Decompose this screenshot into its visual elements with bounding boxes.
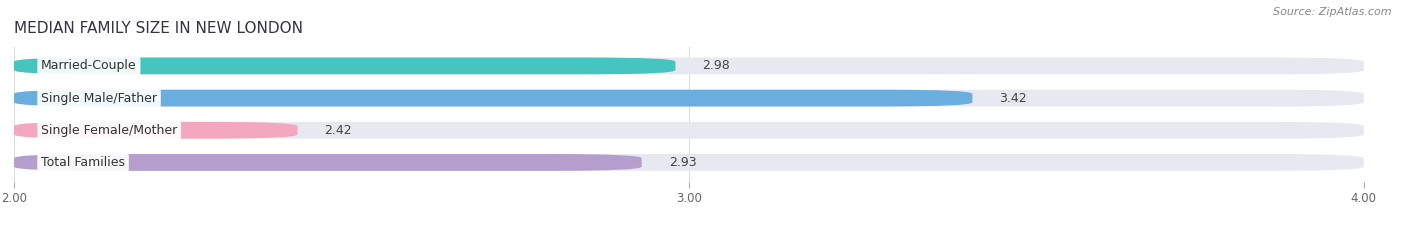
Text: 2.98: 2.98 (703, 59, 730, 72)
Text: Source: ZipAtlas.com: Source: ZipAtlas.com (1274, 7, 1392, 17)
FancyBboxPatch shape (14, 58, 675, 74)
Text: Single Male/Father: Single Male/Father (41, 92, 157, 105)
FancyBboxPatch shape (14, 154, 641, 171)
FancyBboxPatch shape (14, 154, 1364, 171)
FancyBboxPatch shape (14, 122, 298, 139)
FancyBboxPatch shape (14, 58, 1364, 74)
Text: 2.42: 2.42 (325, 124, 352, 137)
FancyBboxPatch shape (14, 122, 1364, 139)
Text: 3.42: 3.42 (1000, 92, 1026, 105)
Text: Single Female/Mother: Single Female/Mother (41, 124, 177, 137)
Text: MEDIAN FAMILY SIZE IN NEW LONDON: MEDIAN FAMILY SIZE IN NEW LONDON (14, 21, 304, 36)
FancyBboxPatch shape (14, 90, 1364, 106)
Text: Total Families: Total Families (41, 156, 125, 169)
Text: Married-Couple: Married-Couple (41, 59, 136, 72)
FancyBboxPatch shape (14, 90, 973, 106)
Text: 2.93: 2.93 (669, 156, 696, 169)
